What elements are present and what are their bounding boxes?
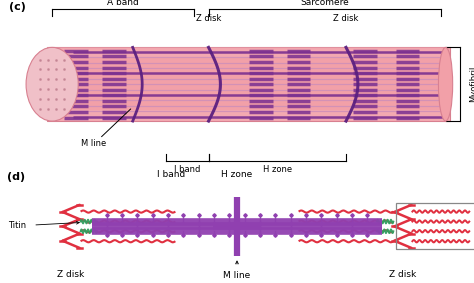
FancyBboxPatch shape (47, 47, 450, 58)
Text: Sarcomere: Sarcomere (301, 0, 349, 7)
Text: (d): (d) (7, 172, 25, 182)
Text: I band: I band (156, 170, 185, 179)
Text: (c): (c) (9, 2, 27, 12)
Text: Z disk: Z disk (389, 269, 417, 278)
Text: M line: M line (223, 271, 251, 280)
Text: H zone: H zone (221, 170, 253, 179)
Text: Titin: Titin (9, 220, 27, 230)
Text: M line: M line (81, 139, 106, 148)
Text: Z disk: Z disk (196, 14, 221, 23)
FancyBboxPatch shape (47, 110, 450, 121)
Bar (396, 203, 474, 249)
Text: Z disk: Z disk (57, 269, 85, 278)
Ellipse shape (438, 47, 453, 121)
Text: H zone: H zone (263, 165, 292, 174)
Text: Myofibril: Myofibril (469, 66, 474, 102)
FancyBboxPatch shape (47, 47, 450, 121)
Text: Z disk: Z disk (333, 14, 359, 23)
Text: I band: I band (174, 165, 201, 174)
Ellipse shape (26, 47, 78, 121)
Text: A band: A band (108, 0, 139, 7)
